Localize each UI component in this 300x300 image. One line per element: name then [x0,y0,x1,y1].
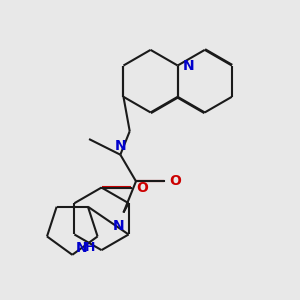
Text: N: N [76,241,88,255]
Text: N: N [115,139,126,153]
Text: N: N [113,219,125,233]
Text: N: N [182,58,194,73]
Text: H: H [85,241,96,254]
Text: O: O [136,181,148,194]
Text: O: O [169,174,181,188]
